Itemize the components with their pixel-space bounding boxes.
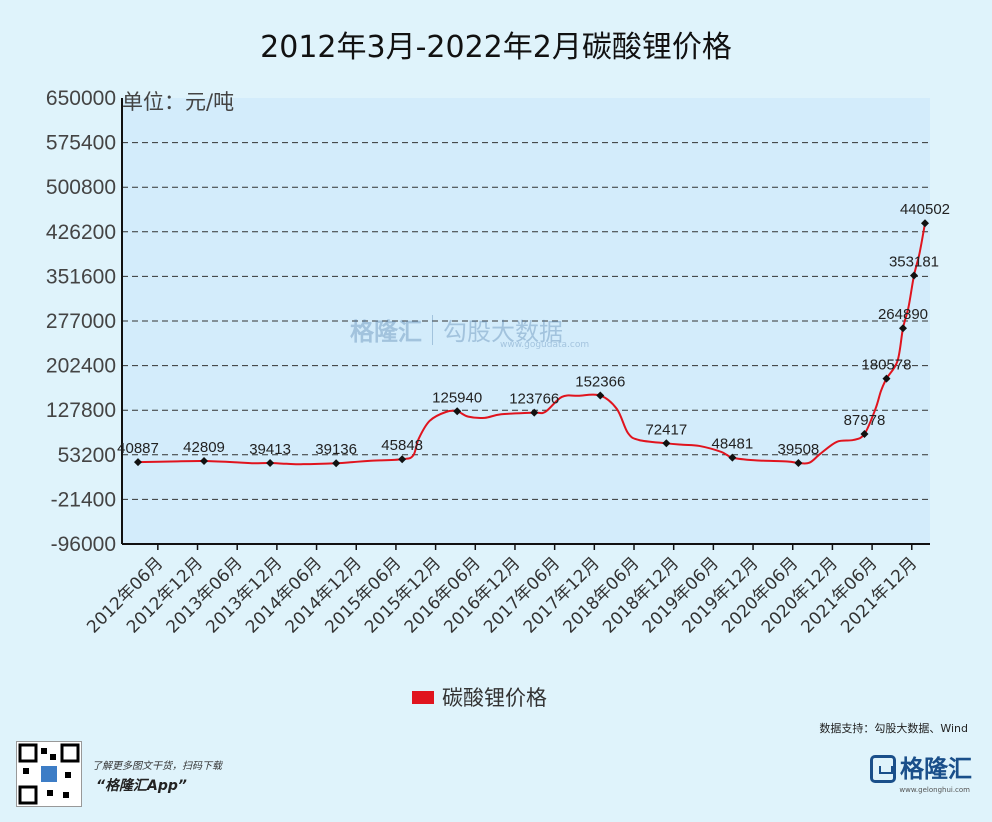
legend-label: 碳酸锂价格 — [442, 686, 547, 710]
y-tick-label: -21400 — [51, 488, 116, 511]
data-label: 440502 — [900, 201, 950, 218]
data-marker — [596, 391, 605, 400]
y-tick-label: 500800 — [46, 176, 116, 199]
y-tick-label: 426200 — [46, 221, 116, 244]
data-label: 39136 — [315, 441, 357, 458]
data-marker — [453, 407, 462, 416]
data-marker — [921, 219, 929, 228]
data-marker — [728, 453, 737, 462]
x-axis-ticks: 2012年06月2012年12月2013年06月2013年12月2014年06月… — [83, 544, 921, 637]
brand-g-icon — [870, 755, 896, 783]
data-label: 45848 — [381, 437, 423, 454]
watermark-divider — [432, 314, 433, 345]
y-tick-label: 53200 — [58, 444, 116, 467]
data-label: 152366 — [575, 374, 625, 391]
data-label: 40887 — [117, 440, 159, 457]
data-marker — [882, 374, 891, 383]
y-tick-label: -96000 — [51, 533, 116, 556]
brand-url: www.gelonghui.com — [899, 786, 970, 794]
data-label: 42809 — [183, 439, 225, 456]
grid-lines — [122, 142, 930, 545]
data-labels: 40887 42809 39413 39136 45848 125940 123766 152… — [117, 201, 950, 458]
y-tick-label: 277000 — [46, 310, 116, 333]
y-tick-label: 127800 — [46, 399, 116, 422]
qr-code-icon — [16, 741, 82, 807]
legend-swatch — [412, 690, 434, 704]
data-label: 123766 — [509, 391, 559, 408]
brand-name: 格隆汇 — [900, 755, 972, 783]
data-marker — [332, 459, 341, 468]
data-label: 180578 — [861, 357, 911, 374]
y-axis-ticks: 650000 575400 500800 426200 351600 277000 2024… — [46, 87, 116, 556]
data-label: 125940 — [432, 389, 482, 406]
data-marker — [794, 458, 803, 467]
data-label: 39413 — [249, 441, 291, 458]
watermark-right: 勾股大数据 — [443, 318, 563, 346]
brand-logo: 格隆汇 — [870, 755, 972, 783]
footer-app-name: “格隆汇App” — [96, 778, 187, 794]
data-marker — [909, 271, 918, 280]
data-label: 48481 — [712, 436, 754, 453]
data-marker — [898, 324, 907, 333]
y-tick-label: 202400 — [46, 355, 116, 378]
data-markers — [134, 219, 929, 468]
data-source: 数据支持：勾股大数据、Wind — [819, 722, 968, 735]
legend: 碳酸锂价格 — [412, 682, 547, 712]
data-marker — [266, 459, 275, 468]
watermark-left: 格隆汇 — [350, 318, 422, 346]
data-label: 353181 — [889, 253, 939, 270]
data-marker — [134, 458, 142, 467]
y-axis-unit-label: 单位：元/吨 — [122, 90, 235, 114]
footer-hint: 了解更多图文干货，扫码下载 — [92, 761, 222, 772]
data-label: 39508 — [778, 441, 820, 458]
watermark: 格隆汇 勾股大数据 www.gogudata.com — [350, 312, 589, 350]
watermark-url: www.gogudata.com — [500, 340, 590, 350]
data-label: 87978 — [844, 412, 886, 429]
data-label: 72417 — [645, 421, 687, 438]
y-tick-label: 575400 — [46, 132, 116, 155]
y-tick-label: 351600 — [46, 265, 116, 288]
data-label: 264890 — [878, 306, 928, 323]
data-marker — [662, 439, 671, 448]
data-marker — [200, 457, 209, 466]
chart-title: 2012年3月-2022年2月碳酸锂价格 — [260, 30, 732, 65]
data-marker — [398, 455, 407, 464]
y-tick-label: 650000 — [46, 87, 116, 110]
data-marker — [860, 430, 869, 439]
data-marker — [530, 408, 539, 417]
